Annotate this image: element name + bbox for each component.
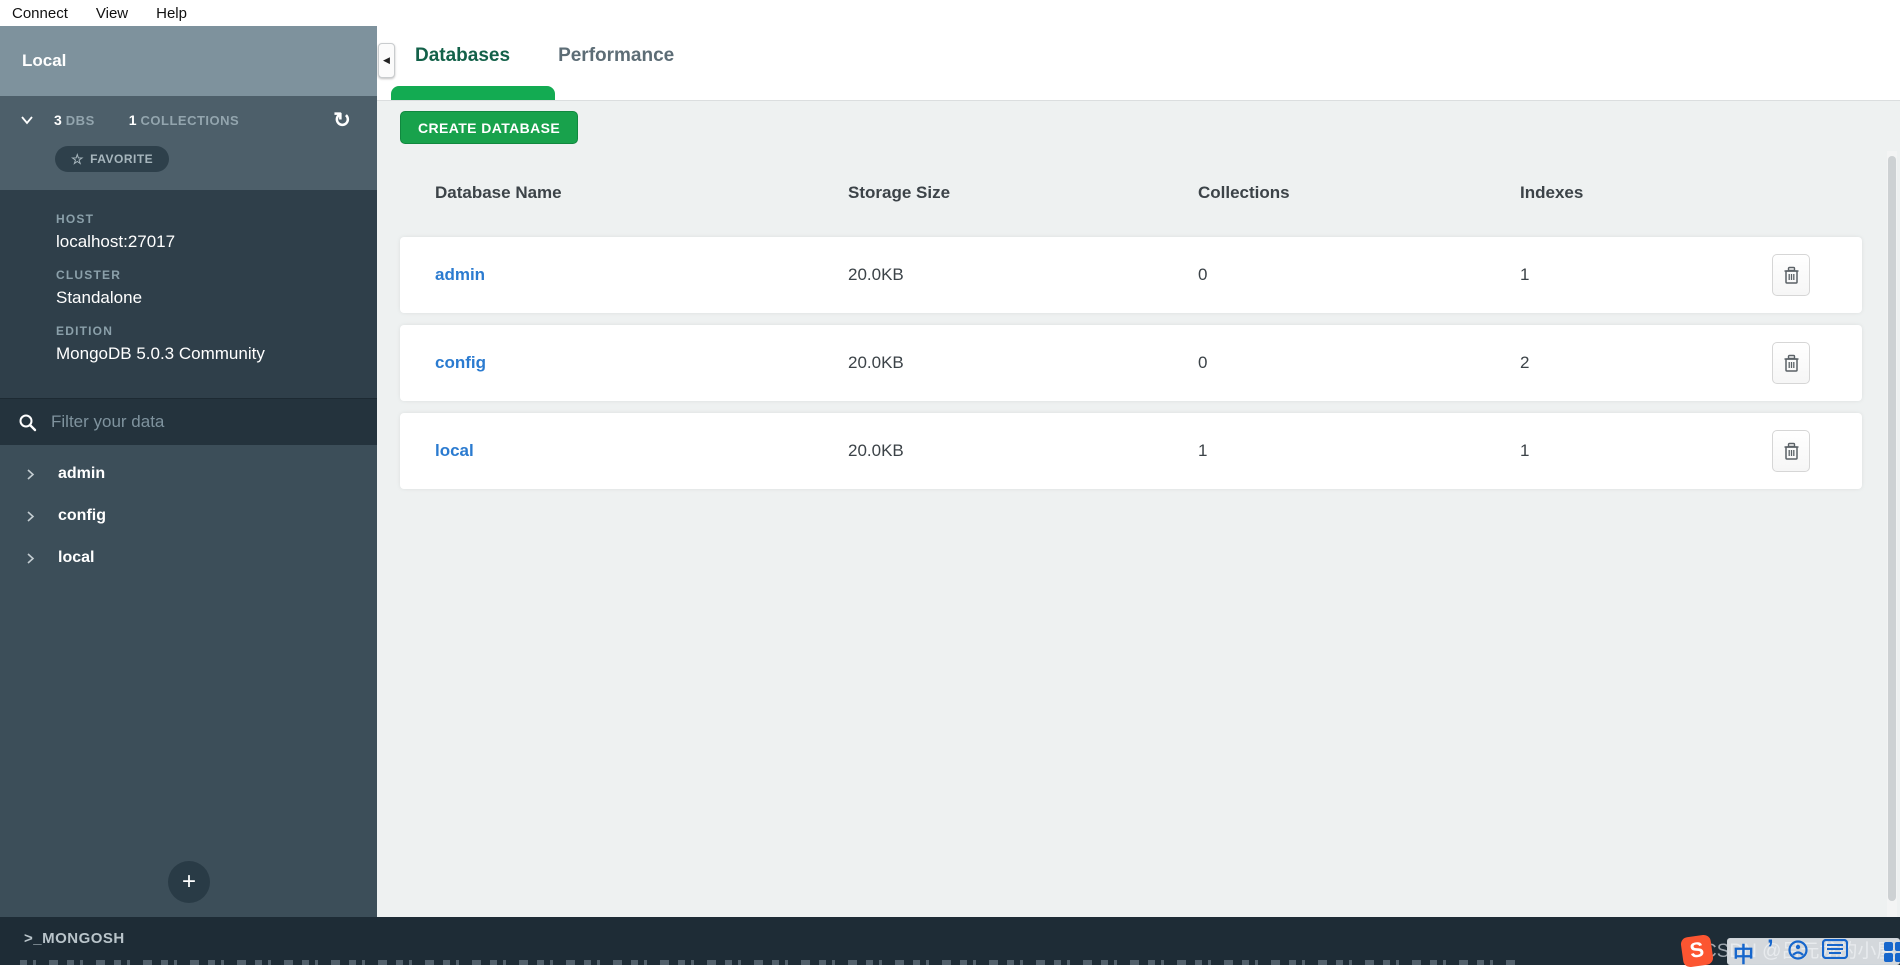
tab-databases[interactable]: Databases <box>415 45 511 66</box>
refresh-icon[interactable]: ↻ <box>329 108 355 134</box>
menu-help[interactable]: Help <box>156 4 187 22</box>
ime-language-icon[interactable]: 中 <box>1733 944 1754 967</box>
edition-value: MongoDB 5.0.3 Community <box>56 344 265 363</box>
ime-voice-icon[interactable] <box>1787 939 1809 961</box>
scrollbar-thumb[interactable] <box>1888 156 1896 901</box>
dbs-label: DBS <box>65 112 95 128</box>
sidebar-collapse-button[interactable]: ◀ <box>378 43 395 78</box>
star-icon: ☆ <box>71 150 85 167</box>
col-storage-size: Storage Size <box>848 182 951 202</box>
search-icon <box>19 414 37 431</box>
stats-section: 3 DBS 1 COLLECTIONS ↻ ☆ FAVORITE <box>0 96 377 190</box>
db-link-local[interactable]: local <box>435 441 474 460</box>
host-value: localhost:27017 <box>56 232 176 251</box>
sidebar-item-admin[interactable]: admin <box>0 453 377 495</box>
dbs-count: 3 <box>54 112 62 128</box>
chevron-right-icon[interactable] <box>25 510 36 522</box>
databases-content: CREATE DATABASE Database Name Storage Si… <box>377 100 1900 917</box>
chevron-right-icon[interactable] <box>25 468 36 480</box>
collections-label: COLLECTIONS <box>140 112 240 128</box>
sidebar-item-local[interactable]: local <box>0 537 377 579</box>
tab-bar: Databases Performance <box>377 26 1900 100</box>
trash-icon <box>1784 442 1798 460</box>
storage-size-value: 20.0KB <box>848 441 904 460</box>
vertical-scrollbar[interactable] <box>1887 151 1897 917</box>
indexes-value: 1 <box>1520 265 1530 284</box>
menu-view[interactable]: View <box>95 4 129 22</box>
table-row: admin 20.0KB 0 1 <box>400 237 1862 313</box>
chevron-right-icon[interactable] <box>25 552 36 564</box>
cluster-value: Standalone <box>56 288 143 307</box>
connection-header: Local <box>0 26 377 96</box>
trash-icon <box>1784 354 1798 372</box>
create-database-button[interactable]: CREATE DATABASE <box>400 111 579 144</box>
sidebar: Local 3 DBS 1 COLLECTIONS ↻ ☆ FAVORITE H… <box>0 26 377 917</box>
table-row: local 20.0KB 1 1 <box>400 413 1862 489</box>
create-database-plus-button[interactable]: + <box>168 861 210 903</box>
col-database-name: Database Name <box>435 182 562 202</box>
chevron-down-icon[interactable] <box>20 113 34 127</box>
ime-menu-grid-icon[interactable] <box>1884 942 1900 964</box>
table-row: config 20.0KB 0 2 <box>400 325 1862 401</box>
main-panel: ◀ Databases Performance CREATE DATABASE … <box>377 26 1900 917</box>
db-tree-label[interactable]: local <box>58 549 95 566</box>
host-label: HOST <box>56 212 95 226</box>
filter-bar <box>0 398 377 445</box>
favorite-label: FAVORITE <box>90 152 154 166</box>
col-collections: Collections <box>1198 182 1290 202</box>
filter-input[interactable] <box>51 412 311 432</box>
db-tree-label[interactable]: admin <box>58 465 106 482</box>
collections-value: 0 <box>1198 265 1208 284</box>
indexes-value: 1 <box>1520 441 1530 460</box>
menu-connect[interactable]: Connect <box>12 4 68 22</box>
sidebar-item-config[interactable]: config <box>0 495 377 537</box>
ime-keyboard-icon[interactable] <box>1821 939 1848 959</box>
col-indexes: Indexes <box>1520 182 1584 202</box>
ime-punctuation-icon[interactable]: ’ <box>1767 935 1774 962</box>
storage-size-value: 20.0KB <box>848 353 904 372</box>
mongosh-bar[interactable]: >_MONGOSH <box>0 917 1900 965</box>
delete-database-button[interactable] <box>1772 254 1810 296</box>
collections-count: 1 <box>128 112 137 128</box>
tab-performance[interactable]: Performance <box>558 45 675 66</box>
database-tree: admin config local + <box>0 445 377 917</box>
db-tree-label[interactable]: config <box>58 507 106 524</box>
clipped-text-fragments <box>20 960 1520 965</box>
cluster-label: CLUSTER <box>56 268 122 282</box>
delete-database-button[interactable] <box>1772 342 1810 384</box>
collections-value: 1 <box>1198 441 1208 460</box>
edition-label: EDITION <box>56 324 114 338</box>
connection-info-section: HOST localhost:27017 CLUSTER Standalone … <box>0 190 377 398</box>
csdn-logo: S <box>1680 934 1714 968</box>
indexes-value: 2 <box>1520 353 1530 372</box>
window-menubar: Connect View Help <box>0 0 1900 26</box>
trash-icon <box>1784 266 1798 284</box>
db-link-admin[interactable]: admin <box>435 265 486 284</box>
active-tab-indicator <box>391 86 555 100</box>
storage-size-value: 20.0KB <box>848 265 904 284</box>
connection-name: Local <box>22 51 67 70</box>
collections-value: 0 <box>1198 353 1208 372</box>
table-header: Database Name Storage Size Collections I… <box>400 156 1862 229</box>
favorite-button[interactable]: ☆ FAVORITE <box>55 146 170 172</box>
delete-database-button[interactable] <box>1772 430 1810 472</box>
mongosh-label[interactable]: >_MONGOSH <box>24 930 125 947</box>
db-link-config[interactable]: config <box>435 353 486 372</box>
